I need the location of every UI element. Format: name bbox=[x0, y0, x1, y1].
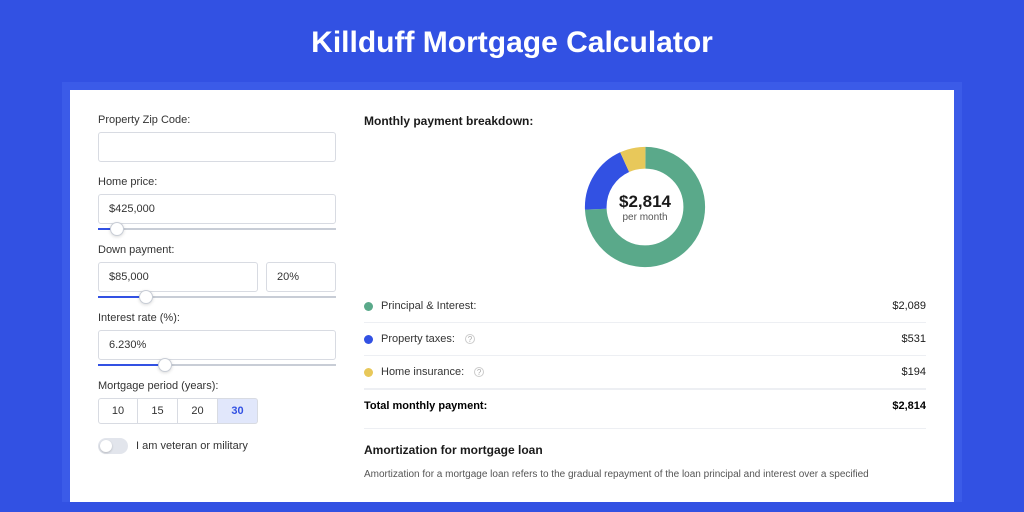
period-btn-10[interactable]: 10 bbox=[98, 398, 138, 424]
interest-rate-slider[interactable] bbox=[98, 364, 336, 366]
zip-input[interactable] bbox=[98, 132, 336, 162]
toggle-knob bbox=[100, 440, 112, 452]
legend-label: Home insurance: bbox=[381, 366, 464, 378]
total-value: $2,814 bbox=[892, 400, 926, 412]
home-price-label: Home price: bbox=[98, 176, 336, 188]
donut-chart: $2,814 per month bbox=[580, 142, 710, 272]
legend-row-taxes: Property taxes: ? $531 bbox=[364, 323, 926, 356]
legend-row-insurance: Home insurance: ? $194 bbox=[364, 356, 926, 389]
total-row: Total monthly payment: $2,814 bbox=[364, 389, 926, 422]
legend-value: $194 bbox=[902, 366, 926, 378]
down-payment-field: Down payment: bbox=[98, 244, 336, 298]
total-label: Total monthly payment: bbox=[364, 400, 487, 412]
legend-value: $531 bbox=[902, 333, 926, 345]
slider-thumb[interactable] bbox=[139, 290, 153, 304]
amortization-text: Amortization for a mortgage loan refers … bbox=[364, 467, 926, 482]
home-price-input[interactable] bbox=[98, 194, 336, 224]
down-payment-input[interactable] bbox=[98, 262, 258, 292]
home-price-field: Home price: bbox=[98, 176, 336, 230]
interest-rate-label: Interest rate (%): bbox=[98, 312, 336, 324]
period-btn-15[interactable]: 15 bbox=[138, 398, 178, 424]
down-payment-pct-input[interactable] bbox=[266, 262, 336, 292]
mortgage-period-options: 10 15 20 30 bbox=[98, 398, 336, 424]
donut-amount: $2,814 bbox=[619, 192, 671, 212]
donut-sub: per month bbox=[622, 212, 667, 223]
interest-rate-field: Interest rate (%): bbox=[98, 312, 336, 366]
down-payment-label: Down payment: bbox=[98, 244, 336, 256]
legend-label: Property taxes: bbox=[381, 333, 455, 345]
down-payment-slider[interactable] bbox=[98, 296, 336, 298]
period-btn-30[interactable]: 30 bbox=[218, 398, 258, 424]
legend-label: Principal & Interest: bbox=[381, 300, 476, 312]
info-icon[interactable]: ? bbox=[465, 334, 475, 344]
mortgage-period-label: Mortgage period (years): bbox=[98, 380, 336, 392]
zip-field: Property Zip Code: bbox=[98, 114, 336, 162]
legend-value: $2,089 bbox=[892, 300, 926, 312]
home-price-slider[interactable] bbox=[98, 228, 336, 230]
breakdown-title: Monthly payment breakdown: bbox=[364, 114, 926, 128]
mortgage-period-field: Mortgage period (years): 10 15 20 30 bbox=[98, 380, 336, 424]
breakdown-panel: Monthly payment breakdown: $2,814 per mo… bbox=[364, 114, 926, 502]
veteran-label: I am veteran or military bbox=[136, 440, 248, 452]
legend: Principal & Interest: $2,089 Property ta… bbox=[364, 290, 926, 422]
dot-icon bbox=[364, 302, 373, 311]
slider-thumb[interactable] bbox=[110, 222, 124, 236]
form-panel: Property Zip Code: Home price: Down paym… bbox=[98, 114, 336, 502]
card-frame: Property Zip Code: Home price: Down paym… bbox=[62, 82, 962, 502]
amortization-title: Amortization for mortgage loan bbox=[364, 443, 926, 457]
info-icon[interactable]: ? bbox=[474, 367, 484, 377]
period-btn-20[interactable]: 20 bbox=[178, 398, 218, 424]
dot-icon bbox=[364, 335, 373, 344]
veteran-row: I am veteran or military bbox=[98, 438, 336, 454]
legend-row-principal: Principal & Interest: $2,089 bbox=[364, 290, 926, 323]
zip-label: Property Zip Code: bbox=[98, 114, 336, 126]
slider-fill bbox=[98, 364, 165, 366]
donut-center: $2,814 per month bbox=[580, 142, 710, 272]
calculator-card: Property Zip Code: Home price: Down paym… bbox=[70, 90, 954, 502]
veteran-toggle[interactable] bbox=[98, 438, 128, 454]
donut-wrap: $2,814 per month bbox=[364, 142, 926, 272]
page-title: Killduff Mortgage Calculator bbox=[0, 0, 1024, 82]
amortization-section: Amortization for mortgage loan Amortizat… bbox=[364, 428, 926, 482]
dot-icon bbox=[364, 368, 373, 377]
interest-rate-input[interactable] bbox=[98, 330, 336, 360]
slider-thumb[interactable] bbox=[158, 358, 172, 372]
